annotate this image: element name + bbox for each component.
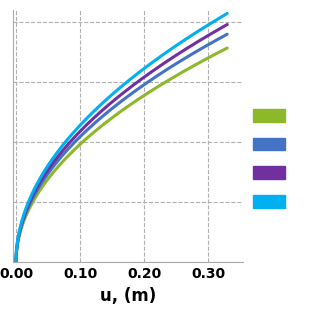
X-axis label: u, (m): u, (m) — [100, 287, 156, 305]
